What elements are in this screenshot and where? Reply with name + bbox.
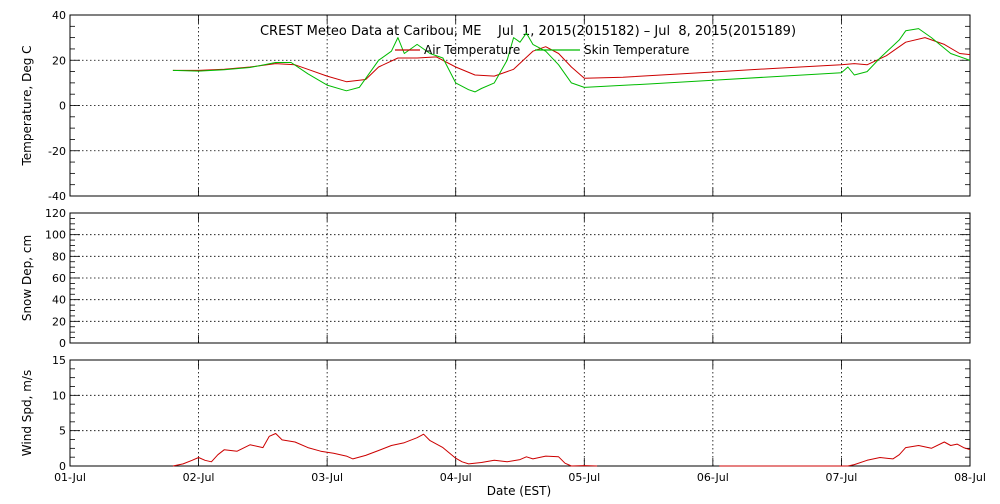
- temperature-series-line-1: [172, 28, 971, 93]
- x-tick-label: 02-Jul: [183, 471, 215, 484]
- snow-depth-y-axis-label: Snow Dep, cm: [20, 235, 34, 321]
- snow-depth-ytick-label: 80: [52, 250, 66, 263]
- temperature-ytick-label: 0: [59, 100, 66, 113]
- temperature-ytick-label: -40: [48, 190, 66, 203]
- snow-depth-ytick-label: 40: [52, 294, 66, 307]
- wind-speed-y-axis-label: Wind Spd, m/s: [20, 370, 34, 456]
- wind-speed-frame: [69, 359, 971, 467]
- x-axis-label: Date (EST): [487, 484, 551, 498]
- temperature-y-axis-label: Temperature, Deg C: [20, 45, 34, 166]
- snow-depth-ytick-label: 0: [59, 337, 66, 350]
- wind-speed-ytick-label: 10: [52, 389, 66, 402]
- x-tick-label: 05-Jul: [568, 471, 600, 484]
- legend: Air Temperature Skin Temperature: [395, 43, 689, 57]
- snow-depth-ytick-label: 20: [52, 315, 66, 328]
- wind-speed-ytick-label: 15: [52, 354, 66, 367]
- chart-title: CREST Meteo Data at Caribou, ME Jul 1, 2…: [260, 24, 796, 39]
- legend-label-0: Air Temperature: [424, 43, 520, 57]
- snow-depth-ytick-label: 60: [52, 272, 66, 285]
- wind-speed-ytick-label: 0: [59, 460, 66, 473]
- x-tick-label: 03-Jul: [311, 471, 343, 484]
- temperature-frame: [69, 14, 971, 197]
- wind-speed-ytick-label: 5: [59, 425, 66, 438]
- legend-label-1: Skin Temperature: [584, 43, 689, 57]
- x-tick-label: 07-Jul: [825, 471, 857, 484]
- x-tick-label: 04-Jul: [440, 471, 472, 484]
- snow-depth-frame: [69, 212, 971, 344]
- x-tick-label: 06-Jul: [697, 471, 729, 484]
- x-tick-label: 08-Jul: [954, 471, 986, 484]
- snow-depth-ytick-label: 120: [45, 207, 66, 220]
- temperature-ytick-label: -20: [48, 145, 66, 158]
- temperature-ytick-label: 20: [52, 54, 66, 67]
- wind-speed-panel: 0 5 10 15 Wind Spd, m/s: [20, 354, 971, 473]
- temperature-series-line-0: [172, 37, 971, 83]
- x-tick-label: 01-Jul: [54, 471, 86, 484]
- snow-depth-ytick-label: 100: [45, 229, 66, 242]
- wind-speed-series-line-1: [719, 441, 971, 467]
- temperature-panel: -40 -20 0 20 40 Temperature, Deg C: [20, 9, 971, 203]
- temperature-ytick-label: 40: [52, 9, 66, 22]
- snow-depth-panel: 0 20 40 60 80 100 120 Snow Dep, cm: [20, 207, 971, 350]
- wind-speed-series-line-0: [172, 433, 598, 467]
